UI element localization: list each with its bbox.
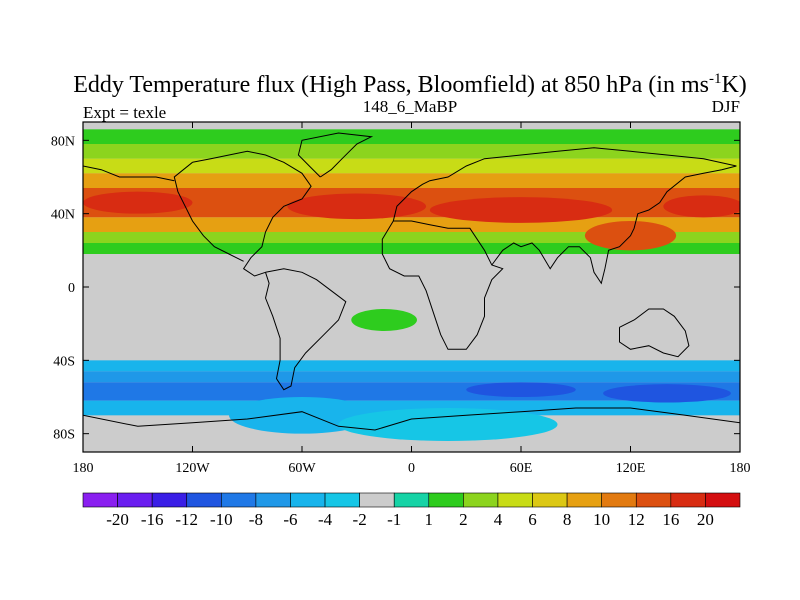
x-tick-label-0: 180 [73, 461, 94, 476]
colorbar-label-2: -12 [175, 510, 198, 529]
colorbar-label-1: -16 [141, 510, 164, 529]
coastline-3 [297, 132, 374, 178]
y-tick-label-1: 40N [51, 208, 75, 223]
coastline-9 [83, 165, 175, 182]
colorbar-box-10 [428, 492, 464, 508]
coastline-8 [83, 407, 740, 431]
colorbar-label-7: -2 [353, 510, 367, 529]
y-tick-label-3: 40S [53, 354, 75, 369]
coastline-2 [264, 268, 347, 391]
flux-band-3 [83, 173, 740, 188]
flux-patch-8 [603, 384, 731, 403]
axes: 180 120W 60W 0 60E 120E 180 80N 40N 0 40S 80S [51, 122, 751, 476]
flux-band-6 [83, 232, 740, 243]
colorbar-box-0 [82, 492, 118, 508]
coastline-1 [173, 161, 244, 262]
colorbar-label-6: -4 [318, 510, 333, 529]
colorbar-box-1 [117, 492, 153, 508]
coastline-0 [192, 150, 312, 277]
colorbar-box-14 [566, 492, 602, 508]
colorbar-label-14: 10 [593, 510, 610, 529]
x-tick-label-5: 120E [616, 461, 646, 476]
flux-band-9 [83, 371, 740, 383]
x-tick-label-1: 120W [175, 461, 210, 476]
colorbar-box-17 [670, 492, 706, 508]
colorbar-label-5: -6 [283, 510, 297, 529]
colorbar-label-12: 6 [528, 510, 537, 529]
colorbar-box-15 [601, 492, 637, 508]
colorbar-box-5 [255, 492, 291, 508]
flux-patch-7 [338, 408, 558, 441]
colorbar-box-3 [186, 492, 222, 508]
run-label: 148_6_MaBP [363, 97, 457, 116]
colorbar-box-4 [221, 492, 257, 508]
colorbar-label-16: 16 [662, 510, 679, 529]
flux-band-0 [83, 129, 740, 144]
colorbar-label-8: -1 [387, 510, 401, 529]
flux-band-5 [83, 217, 740, 232]
flux-band-10 [83, 382, 740, 401]
chart-title: Eddy Temperature flux (High Pass, Bloomf… [73, 71, 747, 98]
colorbar-box-2 [151, 492, 188, 508]
coastlines [83, 132, 740, 431]
flux-band-1 [83, 144, 740, 159]
colorbar-label-11: 4 [494, 510, 503, 529]
colorbar-box-13 [532, 492, 568, 508]
colorbar-box-18 [705, 492, 741, 508]
flux-band-8 [83, 360, 740, 372]
colorbar-label-3: -10 [210, 510, 233, 529]
coastline-7 [619, 308, 690, 358]
flux-patch-9 [466, 382, 576, 397]
season-label: DJF [712, 97, 740, 116]
x-tick-label-6: 180 [730, 461, 751, 476]
experiment-label: Expt = texle [83, 103, 166, 122]
colorbar-label-0: -20 [106, 510, 129, 529]
flux-contour-fills [83, 129, 740, 441]
colorbar-label-17: 20 [697, 510, 714, 529]
coastline-4 [392, 147, 737, 222]
x-tick-label-2: 60W [288, 461, 316, 476]
colorbar-box-7 [324, 492, 360, 508]
map-plot-area [83, 122, 740, 452]
colorbar-label-13: 8 [563, 510, 572, 529]
y-tick-label-2: 0 [68, 281, 75, 296]
colorbar-box-12 [497, 492, 533, 508]
colorbar-box-8 [359, 492, 395, 508]
flux-patch-2 [429, 197, 613, 223]
colorbar-box-16 [635, 492, 672, 508]
flux-band-7 [83, 243, 740, 254]
flux-patch-3 [663, 195, 740, 218]
colorbar-label-15: 12 [628, 510, 645, 529]
coastline-6 [491, 165, 737, 285]
flux-patch-1 [287, 193, 427, 220]
coastline-5 [381, 220, 504, 350]
colorbar: -20 -16 -12 -10 -8 -6 -4 -2 -1 1 2 4 6 8 10 12 16 20 [82, 492, 741, 529]
colorbar-label-4: -8 [249, 510, 263, 529]
y-tick-label-4: 80S [53, 428, 75, 443]
flux-patch-0 [83, 191, 193, 214]
colorbar-label-9: 1 [425, 510, 434, 529]
colorbar-box-6 [290, 492, 326, 508]
colorbar-box-11 [463, 492, 499, 508]
colorbar-label-10: 2 [459, 510, 468, 529]
colorbar-box-9 [393, 492, 430, 508]
x-tick-label-3: 0 [408, 461, 415, 476]
flux-band-2 [83, 158, 740, 174]
y-tick-label-0: 80N [51, 134, 75, 149]
x-tick-label-4: 60E [510, 461, 533, 476]
flux-patch-5 [351, 309, 417, 331]
